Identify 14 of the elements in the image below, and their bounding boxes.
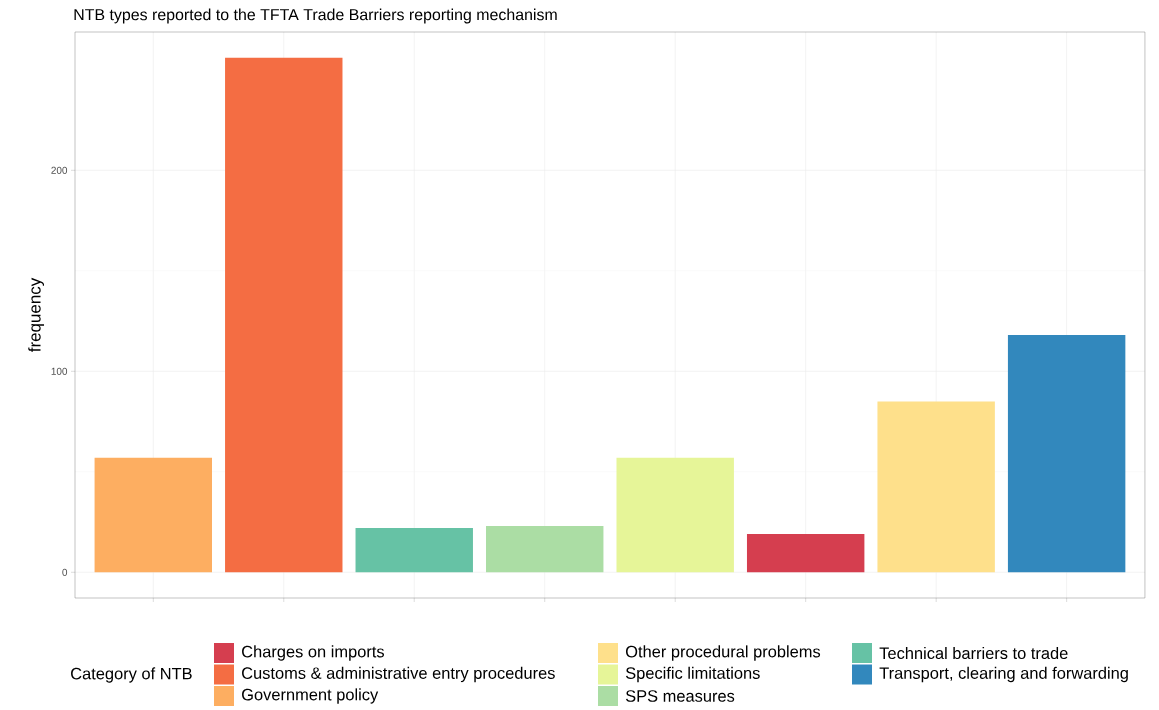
y-tick-label: 200 [51, 166, 68, 174]
legend-label: Government policy [242, 688, 379, 704]
legend-label: Technical barriers to trade [879, 646, 1068, 660]
legend-label: Other procedural problems [625, 645, 821, 661]
y-tick-label: 0 [62, 568, 68, 576]
legend-title: Category of NTB [71, 667, 192, 683]
legend-label: Customs & administrative entry procedures [242, 666, 555, 683]
y-tick-label: 100 [51, 367, 68, 375]
legend-label: Transport, clearing and forwarding [879, 666, 1128, 683]
chart-title: NTB types reported to the TFTA Trade Barriers reporting mechanism [74, 8, 557, 24]
legend-label: Specific limitations [625, 666, 760, 683]
y-axis-title: frequency [28, 277, 45, 352]
legend-label: Charges on imports [242, 645, 385, 661]
legend-label: SPS measures [625, 690, 735, 702]
